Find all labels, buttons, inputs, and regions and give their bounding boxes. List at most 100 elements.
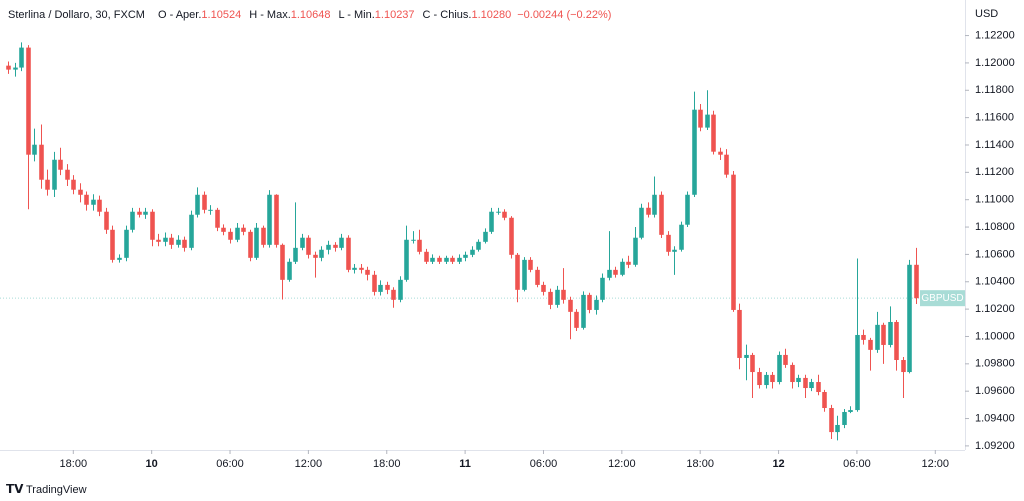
legend-label: H - Max. [249, 9, 291, 21]
y-tick-label: 1.10400 [975, 276, 1015, 288]
candle-body [581, 294, 586, 328]
legend-value: 1.10280 [471, 9, 511, 21]
logo-mark: 𝗧𝗩 [6, 482, 24, 496]
y-tick-label: 1.09400 [975, 412, 1015, 424]
candle-body [457, 257, 462, 262]
candle-body [52, 159, 57, 190]
currency: USD [975, 8, 998, 20]
y-tick-label: 1.09200 [975, 440, 1015, 452]
candle-body [267, 194, 272, 245]
candle-body [855, 334, 860, 411]
x-tick-label: 10 [146, 458, 158, 470]
candle-body [724, 154, 729, 175]
y-tick-label: 1.12200 [975, 29, 1015, 41]
candle-body [241, 227, 246, 232]
x-tick-label: 12:00 [608, 458, 636, 470]
candle-body [672, 249, 677, 252]
candle-body [548, 291, 553, 305]
candle-body [313, 254, 318, 258]
candle-body [744, 354, 749, 358]
candle-body [705, 114, 710, 128]
candle-body [150, 211, 155, 240]
candle-body [848, 410, 853, 412]
legend: Sterlina / Dollaro, 30, FXCM O - Aper.1.… [8, 9, 611, 21]
candle-body [822, 392, 827, 409]
candle-body [829, 408, 834, 433]
candle-body [528, 259, 533, 270]
candle-body [914, 264, 919, 299]
candle-body [163, 237, 168, 242]
candle-body [483, 231, 488, 242]
candle-body [411, 239, 416, 241]
y-tick-label: 1.10800 [975, 221, 1015, 233]
candle-body [757, 372, 762, 386]
candle-body [659, 194, 664, 235]
y-tick-label: 1.11600 [975, 112, 1014, 124]
candles [6, 42, 919, 441]
candle-body [104, 211, 109, 230]
candle-body [750, 354, 755, 373]
candle-body [737, 309, 742, 358]
candle-body [274, 194, 279, 245]
branding: TradingView [26, 484, 87, 496]
candle-body [182, 239, 187, 248]
x-tick-label: 11 [459, 458, 471, 470]
candle-body [711, 114, 716, 152]
candle-body [587, 294, 592, 310]
candle-body [842, 411, 847, 425]
candle-body [868, 339, 873, 350]
candle-body [26, 47, 31, 155]
candle-body [770, 374, 775, 383]
x-tick-label: 06:00 [216, 458, 244, 470]
candle-body [189, 214, 194, 248]
candle-body [215, 209, 220, 228]
candle-body [502, 211, 507, 218]
candle-body [319, 249, 324, 258]
legend-value: 1.10524 [201, 9, 241, 21]
candle-body [110, 229, 115, 260]
candle-body [202, 194, 207, 210]
candle-body [666, 234, 671, 252]
candle-body [777, 354, 782, 383]
candle-body [607, 269, 612, 278]
y-tick-label: 1.11400 [975, 139, 1014, 151]
candle-body [404, 239, 409, 280]
candle-body [143, 211, 148, 215]
candle-body [156, 239, 161, 242]
candle-body [19, 47, 24, 68]
candle-body [359, 267, 364, 270]
candle-body [6, 65, 11, 70]
candle-body [176, 239, 181, 245]
candle-body [718, 151, 723, 155]
candle-body [13, 67, 18, 70]
candle-body [496, 211, 501, 213]
candle-body [306, 237, 311, 255]
candle-body [652, 194, 657, 215]
candle-body [71, 179, 76, 190]
x-tick-label: 12 [772, 458, 784, 470]
candle-body [861, 334, 866, 340]
y-tick-label: 1.10000 [975, 330, 1015, 342]
candle-body [417, 239, 422, 252]
y-tick-label: 1.10600 [975, 248, 1015, 260]
candle-body [326, 244, 331, 250]
candle-body [541, 284, 546, 292]
candle-body [476, 241, 481, 250]
candle-body [293, 247, 298, 262]
x-tick-label: 18:00 [60, 458, 88, 470]
candle-body [437, 257, 442, 262]
candle-body [365, 269, 370, 275]
logo: 𝗧𝗩 [6, 482, 24, 496]
candle-body [91, 199, 96, 205]
legend-label: L - Min. [339, 9, 375, 21]
legend-change: −0.00244 (−0.22%) [517, 9, 611, 21]
candle-body [764, 374, 769, 386]
candle-body [352, 267, 357, 270]
candle-body [32, 144, 37, 155]
y-tick-label: 1.12000 [975, 57, 1015, 69]
candle-body [463, 254, 468, 258]
candle-body [894, 321, 899, 360]
candle-body [169, 237, 174, 245]
y-tick-label: 1.11200 [975, 166, 1014, 178]
candle-body [835, 424, 840, 433]
